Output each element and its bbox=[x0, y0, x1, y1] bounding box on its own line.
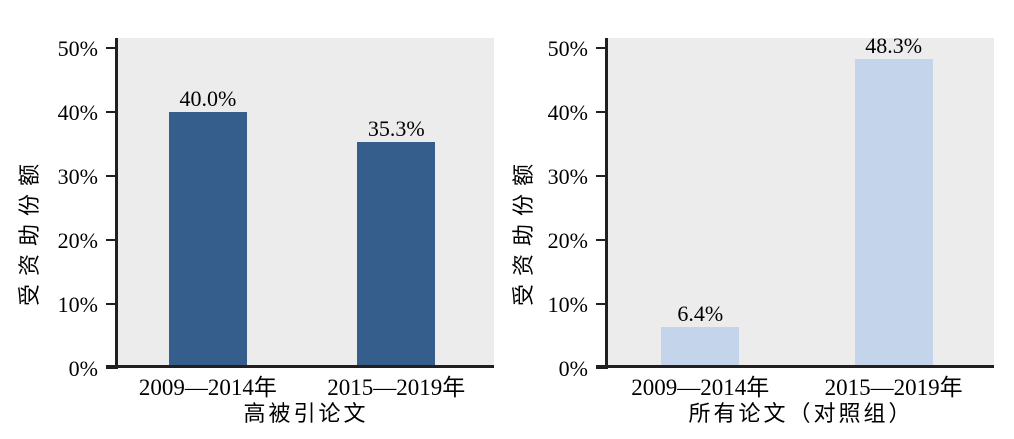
bar-value-label: 40.0% bbox=[179, 86, 237, 111]
x-axis-line bbox=[596, 365, 994, 368]
plot-area-highly-cited: 0% 10% 20% 30% 40% 50% 40.0% 2009—2014年 35.3% 201… bbox=[58, 38, 494, 400]
y-tick-mark bbox=[106, 239, 118, 241]
y-tick-mark bbox=[596, 367, 608, 369]
bar bbox=[854, 58, 933, 368]
bar bbox=[661, 327, 740, 368]
x-axis-line bbox=[106, 365, 494, 368]
y-tick-mark bbox=[106, 47, 118, 49]
y-tick-label: 20% bbox=[57, 228, 98, 253]
y-tick-mark bbox=[596, 47, 608, 49]
y-tick-label: 40% bbox=[547, 100, 588, 125]
y-tick-label: 10% bbox=[547, 292, 588, 317]
y-tick-mark bbox=[106, 303, 118, 305]
plot-area-all-papers: 0% 10% 20% 30% 40% 50% 6.4% 2009—2014年 48.3% 2015… bbox=[548, 32, 994, 400]
y-tick-label: 50% bbox=[57, 36, 98, 61]
y-tick-label: 50% bbox=[547, 36, 588, 61]
y-tick-label: 0% bbox=[558, 356, 588, 381]
x-category-label: 2015—2019年 bbox=[824, 375, 963, 400]
bar-value-label: 35.3% bbox=[367, 116, 425, 142]
y-tick-mark bbox=[596, 239, 608, 241]
y-tick-mark bbox=[596, 303, 608, 305]
bar-value-label: 6.4% bbox=[677, 301, 724, 327]
bar-value-label: 48.3% bbox=[865, 32, 923, 58]
bar bbox=[357, 142, 436, 368]
x-category-label: 2009—2014年 bbox=[631, 375, 770, 400]
x-category-label: 2009—2014年 bbox=[138, 375, 277, 400]
bar bbox=[168, 112, 247, 368]
y-tick-mark bbox=[596, 111, 608, 113]
y-tick-label: 30% bbox=[547, 164, 588, 189]
y-tick-label: 40% bbox=[57, 100, 98, 125]
y-tick-mark bbox=[596, 175, 608, 177]
y-tick-label: 0% bbox=[68, 356, 98, 381]
y-tick-label: 30% bbox=[57, 164, 98, 189]
x-axis-title-left: 高被引论文 bbox=[243, 401, 369, 426]
y-tick-mark bbox=[106, 367, 118, 369]
y-tick-label: 10% bbox=[57, 292, 98, 317]
y-tick-mark bbox=[106, 111, 118, 113]
x-category-label: 2015—2019年 bbox=[327, 375, 466, 400]
y-tick-label: 20% bbox=[547, 228, 588, 253]
x-axis-title-right: 所有论文（对照组） bbox=[688, 401, 914, 426]
y-tick-mark bbox=[106, 175, 118, 177]
